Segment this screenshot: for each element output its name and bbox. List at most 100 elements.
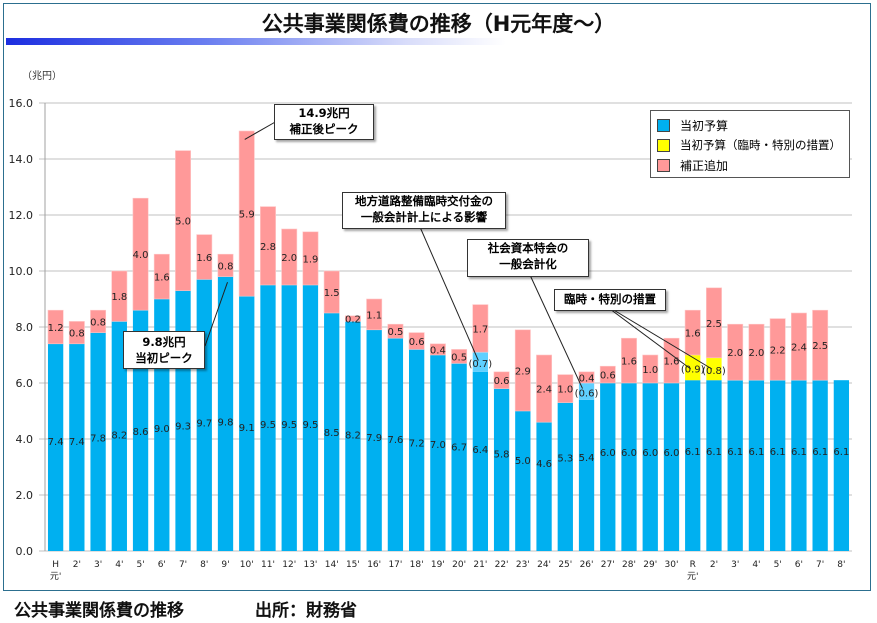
callout-special-measure: 臨時・特別の措置	[554, 289, 666, 311]
data-label-supplement: 1.5	[324, 288, 340, 299]
bar-supplement	[175, 150, 191, 291]
legend-label-base: 当初予算	[680, 118, 729, 133]
x-tick-label: 29'	[643, 560, 657, 570]
data-label-supplement: 1.1	[366, 310, 382, 321]
data-label-supplement: 1.8	[111, 292, 127, 303]
bar-base	[706, 380, 722, 551]
data-label-special-road: (0.6)	[575, 388, 599, 399]
data-label-base: 6.0	[600, 448, 616, 459]
x-tick-label: 24'	[537, 560, 551, 570]
bar-supplement	[790, 312, 807, 381]
callout-line: 社会資本特会の	[487, 241, 569, 255]
bar-special-measure	[706, 357, 722, 381]
data-label-supplement: 0.5	[451, 352, 467, 363]
callout-line: 14.9兆円	[298, 106, 350, 120]
chart-title: 公共事業関係費の推移（H元年度～）	[261, 12, 616, 36]
bar-base	[132, 310, 149, 551]
bar-base	[770, 380, 786, 551]
x-tick-label: 13'	[303, 560, 317, 570]
x-tick-label: 26'	[580, 560, 594, 570]
data-label-base: 8.2	[345, 430, 361, 441]
data-label-base: 5.3	[557, 454, 573, 465]
bar-base	[196, 279, 212, 551]
x-tick-label: 16'	[367, 560, 381, 570]
data-label-base: 8.5	[324, 428, 340, 439]
bar-base	[324, 313, 340, 551]
bar-supplement	[642, 354, 659, 384]
leader-line	[609, 308, 692, 370]
bar-supplement	[706, 287, 722, 359]
bar-base	[302, 285, 319, 551]
data-label-base: 7.0	[430, 440, 446, 451]
data-label-supplement: 1.6	[664, 357, 680, 368]
bar-supplement	[599, 365, 616, 384]
x-tick-label: 3'	[94, 560, 102, 570]
leader-line	[611, 308, 713, 370]
x-tick-label: 2'	[73, 560, 81, 570]
callout-line: 9.8兆円	[142, 335, 186, 349]
data-label-base: 9.1	[239, 423, 255, 434]
leader-line	[529, 274, 583, 389]
bar-supplement	[812, 309, 829, 381]
leader-line	[204, 282, 228, 347]
data-label-supplement: 2.4	[791, 343, 807, 354]
leader-line	[244, 120, 278, 140]
legend-swatch-base	[657, 118, 670, 132]
data-label-supplement: 2.5	[812, 341, 828, 352]
bar-base	[642, 383, 658, 551]
bar-base	[621, 383, 637, 551]
bar-supplement	[408, 332, 425, 350]
leader-line	[419, 226, 479, 361]
data-label-supplement: 0.8	[218, 261, 234, 272]
bar-base	[812, 380, 828, 551]
data-label-base: 6.1	[706, 447, 722, 458]
data-label-supplement: 5.0	[175, 217, 191, 228]
caption-left: 公共事業関係費の推移	[14, 601, 184, 621]
data-label-supplement: 2.0	[727, 348, 743, 359]
bar-base	[557, 402, 573, 551]
callout-line: 地方道路整備臨時交付金の	[355, 194, 493, 208]
bar-special-road	[578, 383, 595, 400]
x-tick-label: 19'	[431, 560, 445, 570]
x-tick-label: 23'	[516, 560, 530, 570]
bar-supplement	[47, 309, 64, 345]
x-tick-label: 8'	[837, 560, 845, 570]
bar-supplement	[557, 374, 574, 403]
x-tick-label: 6'	[795, 560, 803, 570]
bar-base	[600, 383, 616, 551]
bar-supplement	[302, 231, 319, 286]
x-tick-label: 元'	[687, 572, 698, 582]
data-label-base: 6.0	[642, 448, 658, 459]
caption-source: 出所：財務省	[255, 601, 357, 621]
x-tick-label: 10'	[240, 560, 254, 570]
bar-base	[260, 285, 276, 551]
bar-supplement	[387, 323, 404, 339]
bar-supplement	[153, 253, 170, 300]
legend: 当初予算 当初予算（臨時・特別の措置） 補正追加	[650, 110, 850, 178]
bar-supplement	[536, 354, 553, 423]
data-label-special-measure: (0.8)	[702, 366, 726, 377]
callout-line: 一般会計計上による影響	[360, 210, 488, 224]
data-label-base: 6.4	[472, 445, 488, 456]
x-tick-label: 14'	[325, 560, 339, 570]
x-tick-label: 22'	[495, 560, 509, 570]
data-label-base: 6.1	[833, 447, 849, 458]
data-label-base: 6.0	[621, 448, 637, 459]
callout-post-supplement-peak: 14.9兆円 補正後ピーク	[274, 104, 374, 140]
legend-item-supplement: 補正追加	[657, 155, 843, 175]
data-label-supplement: 2.0	[748, 348, 764, 359]
callout-road-grant: 地方道路整備臨時交付金の 一般会計計上による影響	[342, 192, 506, 229]
data-label-special-measure: (0.9)	[681, 365, 705, 376]
legend-swatch-supplement	[657, 158, 670, 172]
bar-base	[111, 321, 127, 551]
data-label-supplement: 2.9	[515, 366, 531, 377]
legend-item-base: 当初予算	[657, 115, 843, 135]
data-label-base: 9.5	[260, 420, 276, 431]
data-label-base: 5.8	[494, 450, 510, 461]
y-tick-label: 6.0	[16, 377, 34, 390]
bar-supplement	[472, 304, 489, 353]
y-tick-label: 0.0	[16, 545, 34, 558]
data-label-base: 7.4	[69, 437, 85, 448]
bar-base	[408, 349, 425, 551]
bar-supplement	[578, 371, 595, 384]
